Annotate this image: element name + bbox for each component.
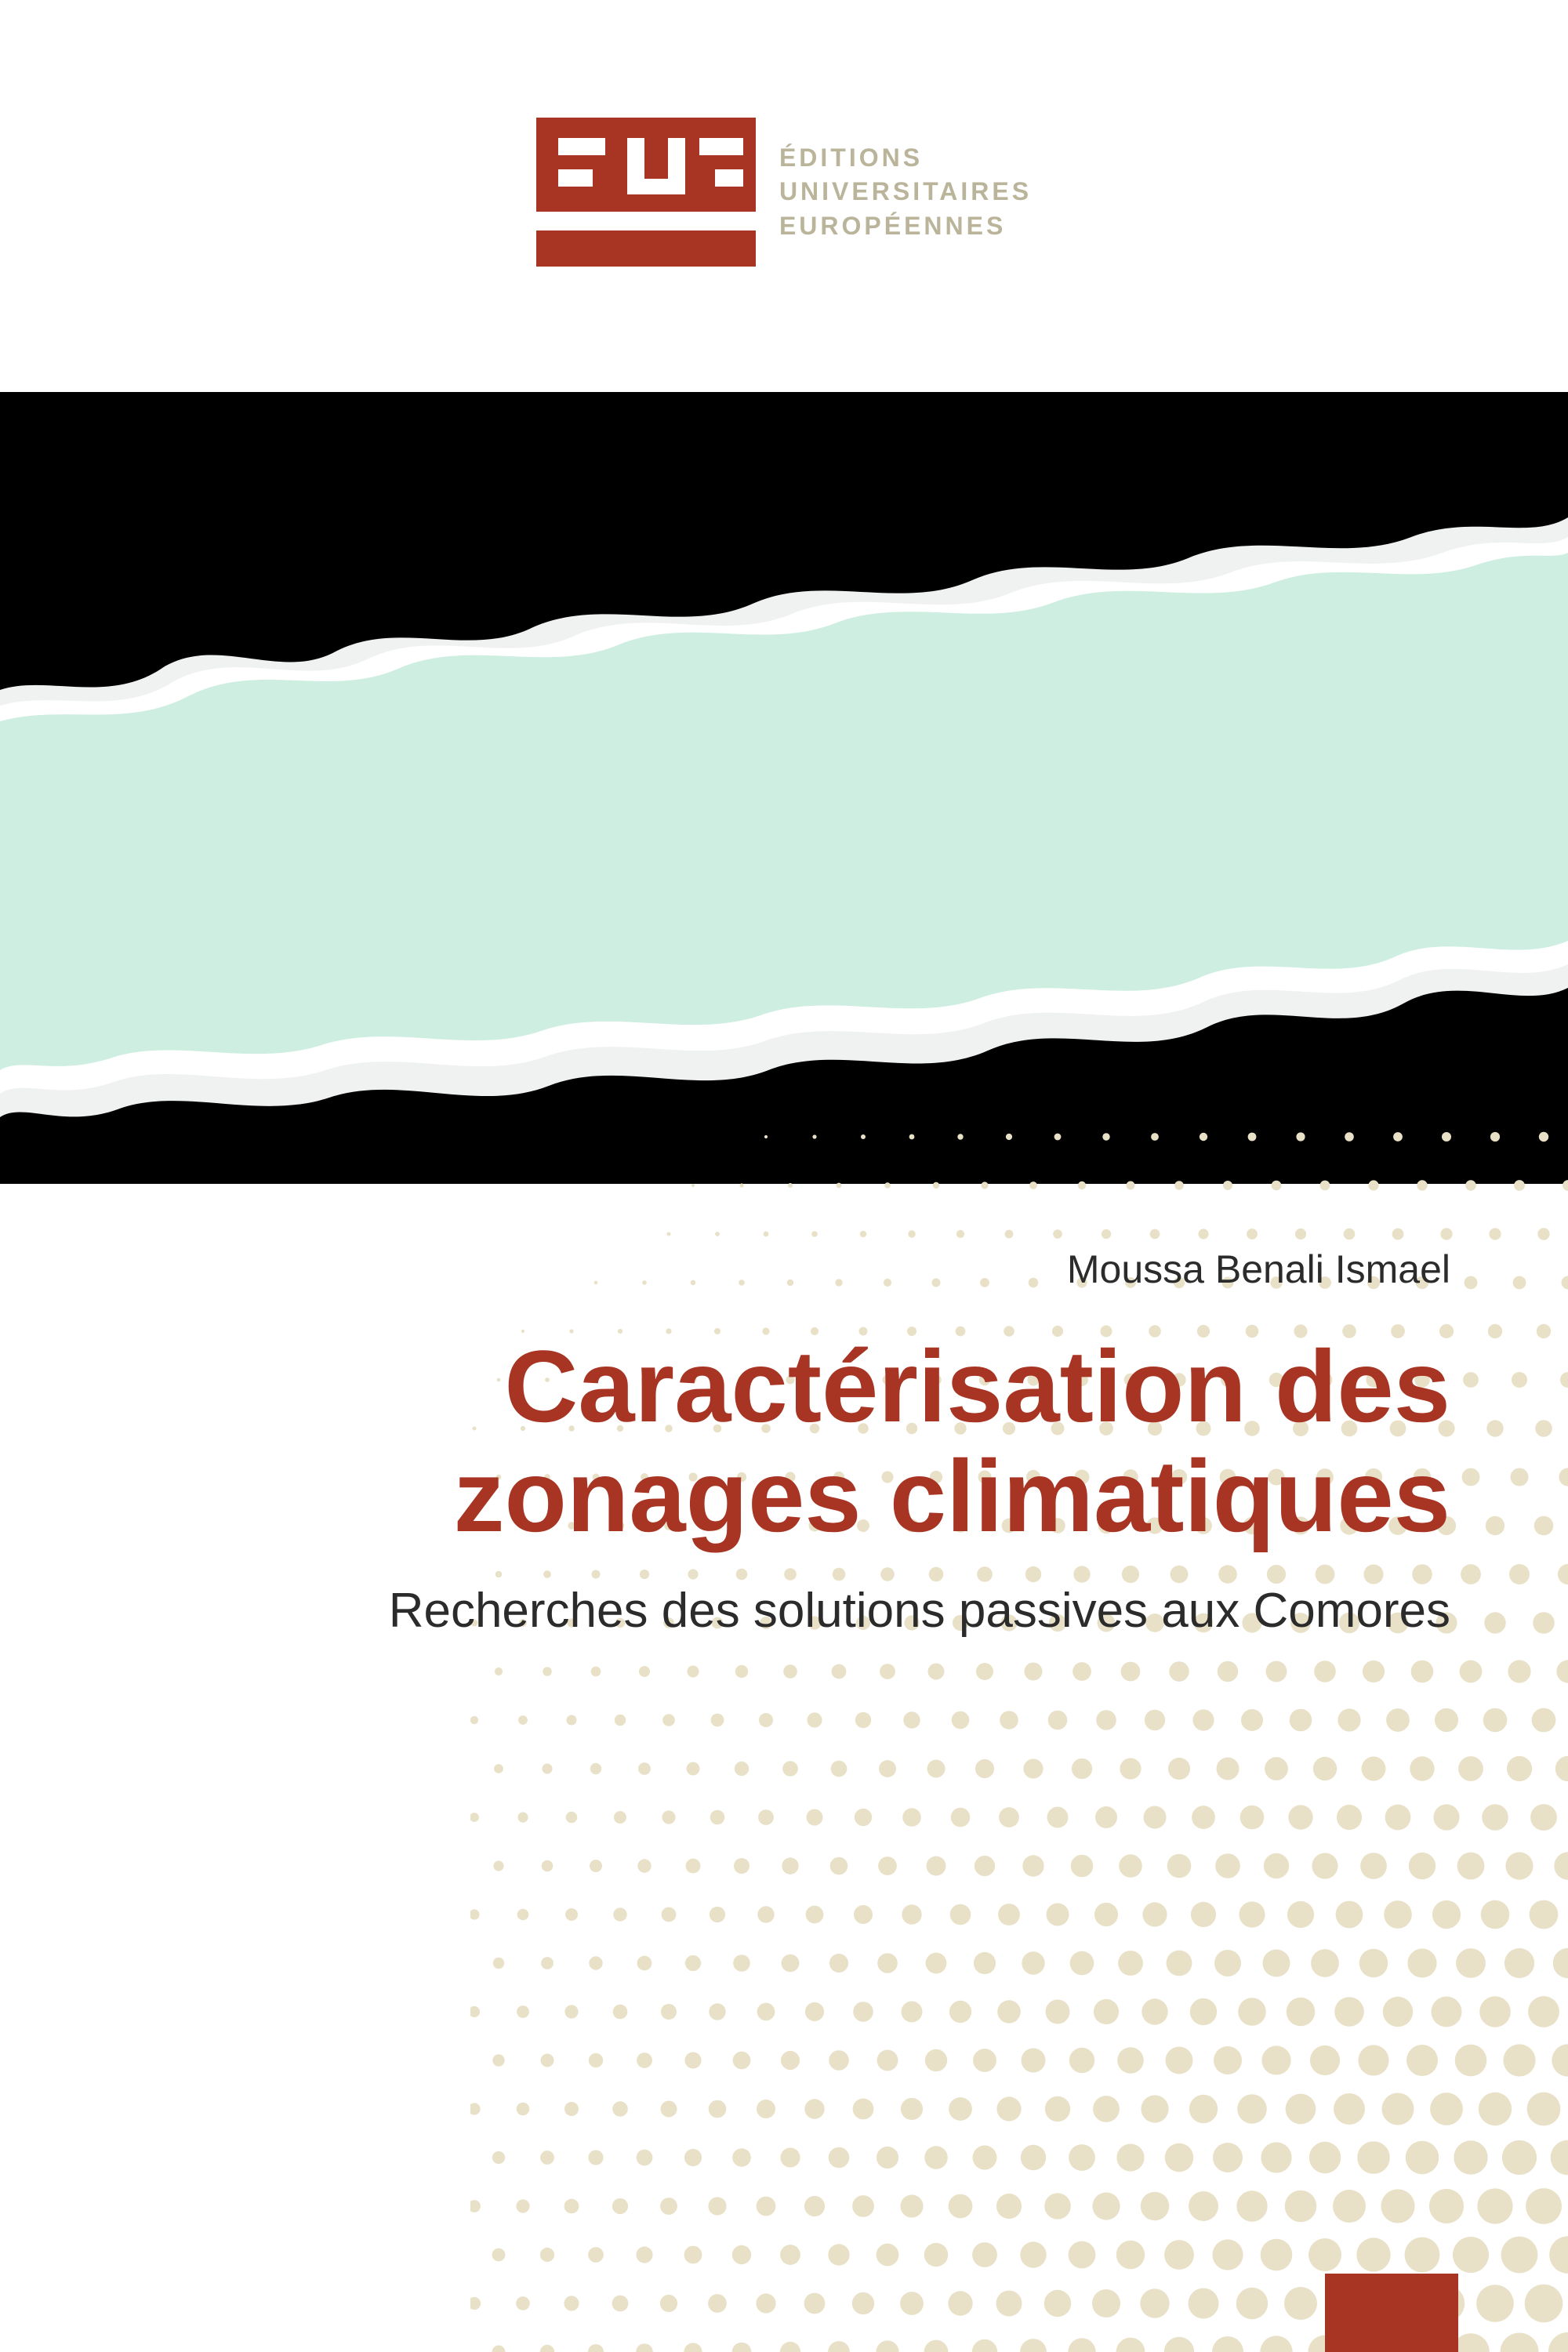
publisher-line2: UNIVERSITAIRES [779,175,1032,209]
author-name: Moussa Benali Ismael [86,1247,1450,1292]
publisher-name: ÉDITIONS UNIVERSITAIRES EUROPÉENNES [779,118,1032,267]
publisher-logo-area: ÉDITIONS UNIVERSITAIRES EUROPÉENNES [0,118,1568,267]
corner-accent-square [1325,2274,1458,2352]
publisher-line3: EUROPÉENNES [779,209,1032,243]
book-subtitle: Recherches des solutions passives aux Co… [86,1583,1450,1639]
cover-text-block: Moussa Benali Ismael Caractérisation des… [86,1247,1450,1639]
book-title: Caractérisation des zonages climatiques [86,1331,1450,1552]
publisher-logo-mark [536,118,756,267]
publisher-line1: ÉDITIONS [779,141,1032,175]
cover-black-band [0,392,1568,1184]
